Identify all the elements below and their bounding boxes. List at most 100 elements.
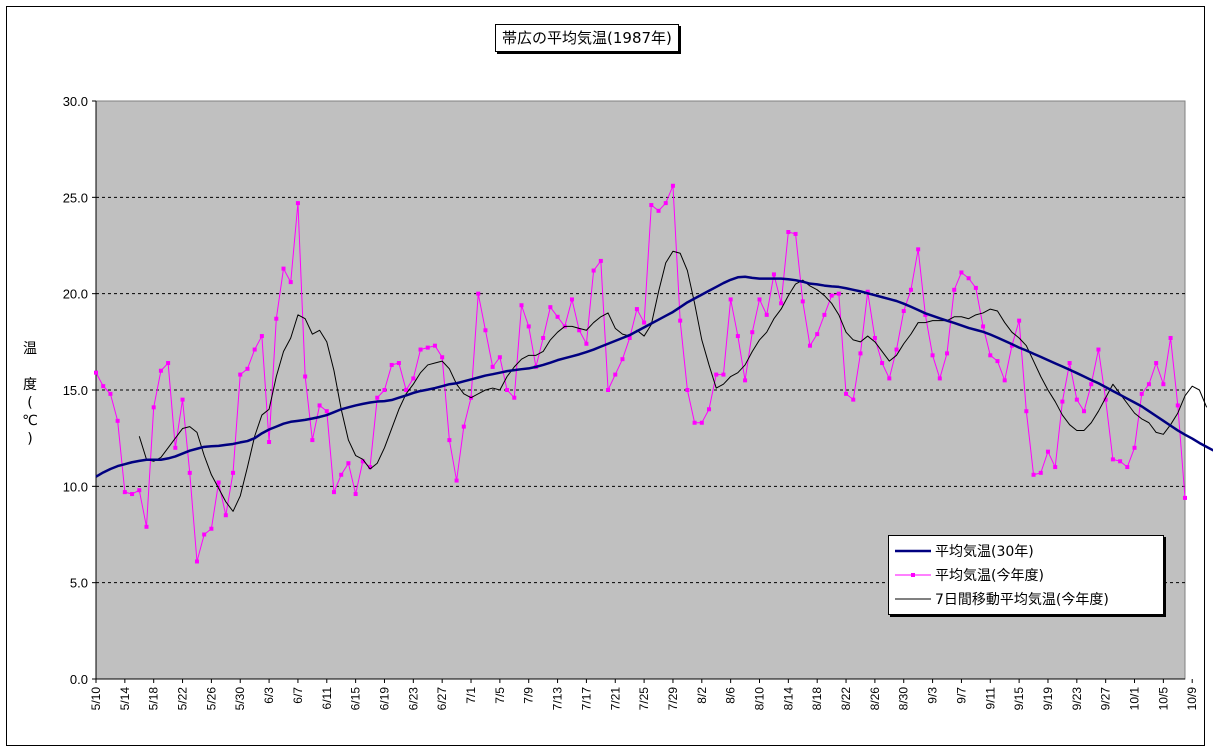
data-point (548, 305, 553, 310)
x-tick-label: 5/10 (89, 687, 103, 711)
data-point (966, 276, 971, 281)
data-point (959, 270, 964, 275)
data-point (122, 490, 127, 495)
x-tick-label: 8/26 (868, 687, 882, 711)
y-tick-label: 15.0 (63, 383, 88, 398)
x-tick-label: 5/26 (204, 687, 218, 711)
data-point (613, 372, 618, 377)
data-point (1139, 391, 1144, 396)
data-point (620, 357, 625, 362)
data-point (844, 391, 849, 396)
y-tick-label: 20.0 (63, 287, 88, 302)
data-point (411, 376, 416, 381)
data-point (238, 372, 243, 377)
data-point (1024, 409, 1029, 414)
x-tick-label: 10/5 (1156, 687, 1170, 711)
x-tick-label: 10/9 (1185, 687, 1199, 711)
data-point (872, 335, 877, 340)
x-tick-label: 10/1 (1128, 687, 1142, 711)
legend-swatch-30yr (895, 549, 931, 553)
data-point (461, 424, 466, 429)
x-tick-label: 6/7 (291, 687, 305, 704)
legend-item-30yr: 平均気温(30年) (889, 539, 1163, 563)
data-point (945, 351, 950, 356)
legend-label-this-year: 平均気温(今年度) (935, 568, 1044, 584)
data-point (324, 409, 329, 414)
x-tick-label: 9/7 (954, 687, 968, 704)
legend: 平均気温(30年) 平均気温(今年度) 7日間移動平均気温(今年度) (888, 535, 1164, 615)
x-tick-label: 8/10 (752, 687, 766, 711)
data-point (1118, 459, 1123, 464)
x-tick-label: 5/30 (233, 687, 247, 711)
x-tick-label: 9/19 (1041, 687, 1055, 711)
data-point (779, 301, 784, 306)
data-point (151, 405, 156, 410)
x-tick-label: 9/27 (1099, 687, 1113, 711)
data-point (216, 480, 221, 485)
data-point (353, 492, 358, 497)
data-point (728, 297, 733, 302)
data-point (584, 341, 589, 346)
data-point (425, 345, 430, 350)
data-point (375, 395, 380, 400)
data-point (389, 362, 394, 367)
data-point (202, 532, 207, 537)
data-point (1074, 397, 1079, 402)
data-point (836, 291, 841, 296)
series-1 (94, 183, 1187, 564)
data-point (865, 289, 870, 294)
data-point (1168, 335, 1173, 340)
data-point (490, 364, 495, 369)
x-tick-label: 7/25 (637, 687, 651, 711)
data-point (707, 407, 712, 412)
data-point (901, 309, 906, 314)
data-point (317, 403, 322, 408)
data-point (908, 287, 913, 292)
x-tick-label: 9/3 (926, 687, 940, 704)
x-tick-label: 9/15 (1012, 687, 1026, 711)
data-point (1067, 361, 1072, 366)
data-point (764, 312, 769, 317)
data-point (447, 438, 452, 443)
data-point (1009, 343, 1014, 348)
data-point (404, 388, 409, 392)
x-tick-label: 5/14 (118, 687, 132, 711)
x-tick-label: 5/22 (176, 687, 190, 711)
data-point (1002, 378, 1007, 383)
data-point (894, 347, 899, 352)
data-point (223, 513, 228, 518)
data-point (634, 307, 639, 312)
data-point (1161, 382, 1166, 387)
data-point (231, 470, 236, 475)
data-point (180, 397, 185, 402)
y-tick-label: 5.0 (70, 576, 88, 591)
x-tick-label: 8/6 (724, 687, 738, 704)
data-point (1089, 382, 1094, 387)
legend-swatch-moving-avg (895, 598, 931, 600)
data-point (1183, 495, 1187, 500)
data-point (1017, 318, 1022, 323)
data-point (800, 299, 805, 304)
data-point (815, 332, 820, 337)
data-point (144, 524, 149, 529)
data-point (771, 272, 776, 277)
data-point (519, 303, 524, 308)
x-tick-label: 7/21 (608, 687, 622, 711)
data-point (930, 353, 935, 358)
data-point (526, 324, 531, 329)
data-point (267, 440, 272, 445)
data-point (988, 353, 993, 358)
data-point (663, 201, 668, 206)
series-line (95, 275, 1213, 478)
data-point (721, 372, 726, 377)
data-point (360, 459, 365, 464)
x-tick-label: 8/14 (781, 687, 795, 711)
data-point (368, 465, 373, 470)
data-point (252, 347, 257, 352)
data-point (541, 335, 546, 340)
data-point (1060, 399, 1065, 404)
data-point (757, 297, 762, 302)
data-point (303, 374, 308, 379)
data-point (807, 343, 812, 348)
data-point (166, 361, 171, 366)
